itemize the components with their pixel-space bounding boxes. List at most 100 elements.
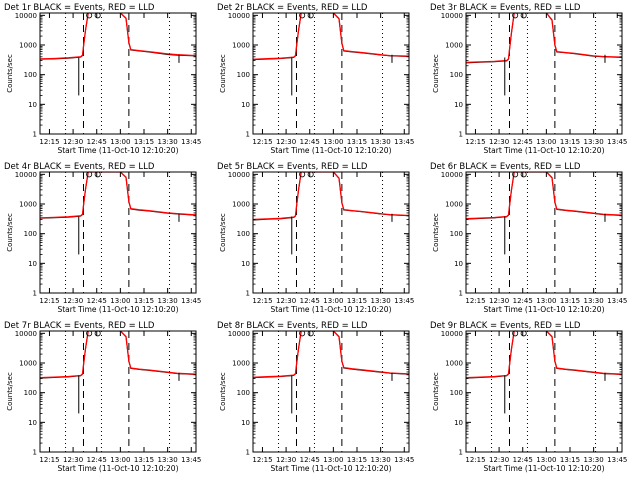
y-tick-label: 10000 [441, 12, 463, 20]
x-tick-label: 13:00 [536, 138, 556, 146]
y-tick-label: 10 [454, 260, 463, 268]
y-tick-label: 10 [454, 419, 463, 427]
y-tick-label: 100 [24, 71, 37, 79]
y-tick-label: 100 [24, 389, 37, 397]
x-tick-label: 13:30 [158, 138, 178, 146]
x-axis-label: Start Time (11-Oct-10 12:10:20) [483, 305, 604, 314]
lld-series-line [40, 13, 196, 60]
series-group [253, 13, 409, 96]
x-axis-label: Start Time (11-Oct-10 12:10:20) [483, 464, 604, 473]
x-tick-label: 13:30 [371, 456, 391, 464]
y-tick-label: 1000 [19, 201, 37, 209]
y-tick-label: 10 [241, 419, 250, 427]
plot-frame [252, 12, 410, 135]
x-tick-label: 13:15 [134, 456, 154, 464]
y-tick-label: 1 [459, 449, 463, 457]
x-tick-label: 13:00 [323, 456, 343, 464]
x-tick-label: 13:30 [584, 297, 604, 305]
x-tick-label: 12:15 [39, 456, 59, 464]
y-axis-label: Counts/sec [432, 372, 440, 411]
y-tick-label: 1000 [445, 42, 463, 50]
plot-frame [252, 330, 410, 453]
y-tick-label: 10000 [441, 330, 463, 338]
x-tick-label: 12:15 [39, 138, 59, 146]
x-tick-label: 12:30 [489, 456, 509, 464]
y-tick-label: 10 [28, 419, 37, 427]
x-tick-label: 13:45 [607, 297, 627, 305]
detector-panel: 1 10 100 1000 10000 12:15 12:30 12:45 13:00 13:15… [430, 162, 627, 314]
x-tick-label: 13:30 [158, 456, 178, 464]
x-tick-label: 13:15 [347, 297, 367, 305]
series-group [40, 13, 196, 96]
x-tick-label: 13:30 [584, 456, 604, 464]
y-tick-label: 10 [28, 101, 37, 109]
y-tick-label: 100 [450, 389, 463, 397]
x-tick-label: 13:15 [347, 138, 367, 146]
plot-frame [252, 171, 410, 294]
y-tick-label: 100 [24, 230, 37, 238]
y-tick-label: 1 [459, 131, 463, 139]
x-tick-label: 12:30 [489, 138, 509, 146]
x-tick-label: 12:45 [513, 138, 533, 146]
panel-title: Det 9r BLACK = Events, RED = LLD [430, 321, 581, 331]
detector-panel: 1 10 100 1000 10000 12:15 12:30 12:45 13:00 13:15… [4, 321, 201, 473]
x-tick-label: 13:45 [181, 456, 201, 464]
y-tick-label: 10000 [15, 12, 37, 20]
x-tick-label: 13:30 [371, 297, 391, 305]
detector-panel: 1 10 100 1000 10000 12:15 12:30 12:45 13:00 13:15… [217, 3, 414, 155]
plot-frame [39, 12, 197, 135]
x-tick-label: 13:00 [536, 456, 556, 464]
x-axis-label: Start Time (11-Oct-10 12:10:20) [57, 464, 178, 473]
detector-panel: 1 10 100 1000 10000 12:15 12:30 12:45 13:00 13:15… [430, 3, 627, 155]
y-tick-label: 10000 [15, 171, 37, 179]
x-tick-label: 13:15 [560, 456, 580, 464]
plot-frame [465, 330, 623, 453]
detector-panel: 1 10 100 1000 10000 12:15 12:30 12:45 13:00 13:15… [217, 162, 414, 314]
x-tick-label: 12:45 [300, 138, 320, 146]
y-tick-label: 10 [28, 260, 37, 268]
lld-series-line [40, 172, 196, 219]
y-tick-label: 1000 [445, 201, 463, 209]
x-tick-label: 13:45 [607, 456, 627, 464]
x-tick-label: 13:15 [560, 297, 580, 305]
y-tick-label: 1 [246, 131, 250, 139]
x-tick-label: 12:45 [300, 456, 320, 464]
lld-series-line [253, 331, 409, 378]
series-group [253, 331, 409, 414]
y-tick-label: 1 [33, 290, 37, 298]
x-tick-label: 12:30 [63, 456, 83, 464]
y-tick-label: 1 [33, 131, 37, 139]
x-tick-label: 13:00 [110, 138, 130, 146]
panel-title: Det 8r BLACK = Events, RED = LLD [217, 321, 368, 331]
y-tick-label: 1 [33, 449, 37, 457]
x-tick-label: 13:45 [394, 297, 414, 305]
y-axis-label: Counts/sec [219, 54, 227, 93]
x-tick-label: 12:30 [63, 297, 83, 305]
panel-title: Det 6r BLACK = Events, RED = LLD [430, 162, 581, 172]
y-tick-label: 100 [237, 230, 250, 238]
x-axis-label: Start Time (11-Oct-10 12:10:20) [57, 146, 178, 155]
y-tick-label: 1000 [19, 42, 37, 50]
x-tick-label: 12:15 [252, 297, 272, 305]
y-tick-label: 10000 [441, 171, 463, 179]
x-axis-label: Start Time (11-Oct-10 12:10:20) [270, 146, 391, 155]
y-tick-label: 1000 [445, 360, 463, 368]
y-tick-label: 10 [241, 260, 250, 268]
y-tick-label: 10000 [228, 12, 250, 20]
x-axis-label: Start Time (11-Oct-10 12:10:20) [483, 146, 604, 155]
series-group [253, 172, 409, 255]
x-tick-label: 12:15 [252, 456, 272, 464]
x-tick-label: 13:30 [158, 297, 178, 305]
plot-frame [465, 12, 623, 135]
x-tick-label: 12:15 [465, 138, 485, 146]
x-tick-label: 13:15 [134, 297, 154, 305]
detector-panel: 1 10 100 1000 10000 12:15 12:30 12:45 13:00 13:15… [4, 3, 201, 155]
y-axis-label: Counts/sec [432, 54, 440, 93]
y-tick-label: 10000 [15, 330, 37, 338]
x-tick-label: 12:45 [513, 456, 533, 464]
series-group [40, 172, 196, 255]
panel-title: Det 2r BLACK = Events, RED = LLD [217, 3, 368, 13]
x-tick-label: 12:15 [465, 297, 485, 305]
x-tick-label: 12:30 [276, 456, 296, 464]
